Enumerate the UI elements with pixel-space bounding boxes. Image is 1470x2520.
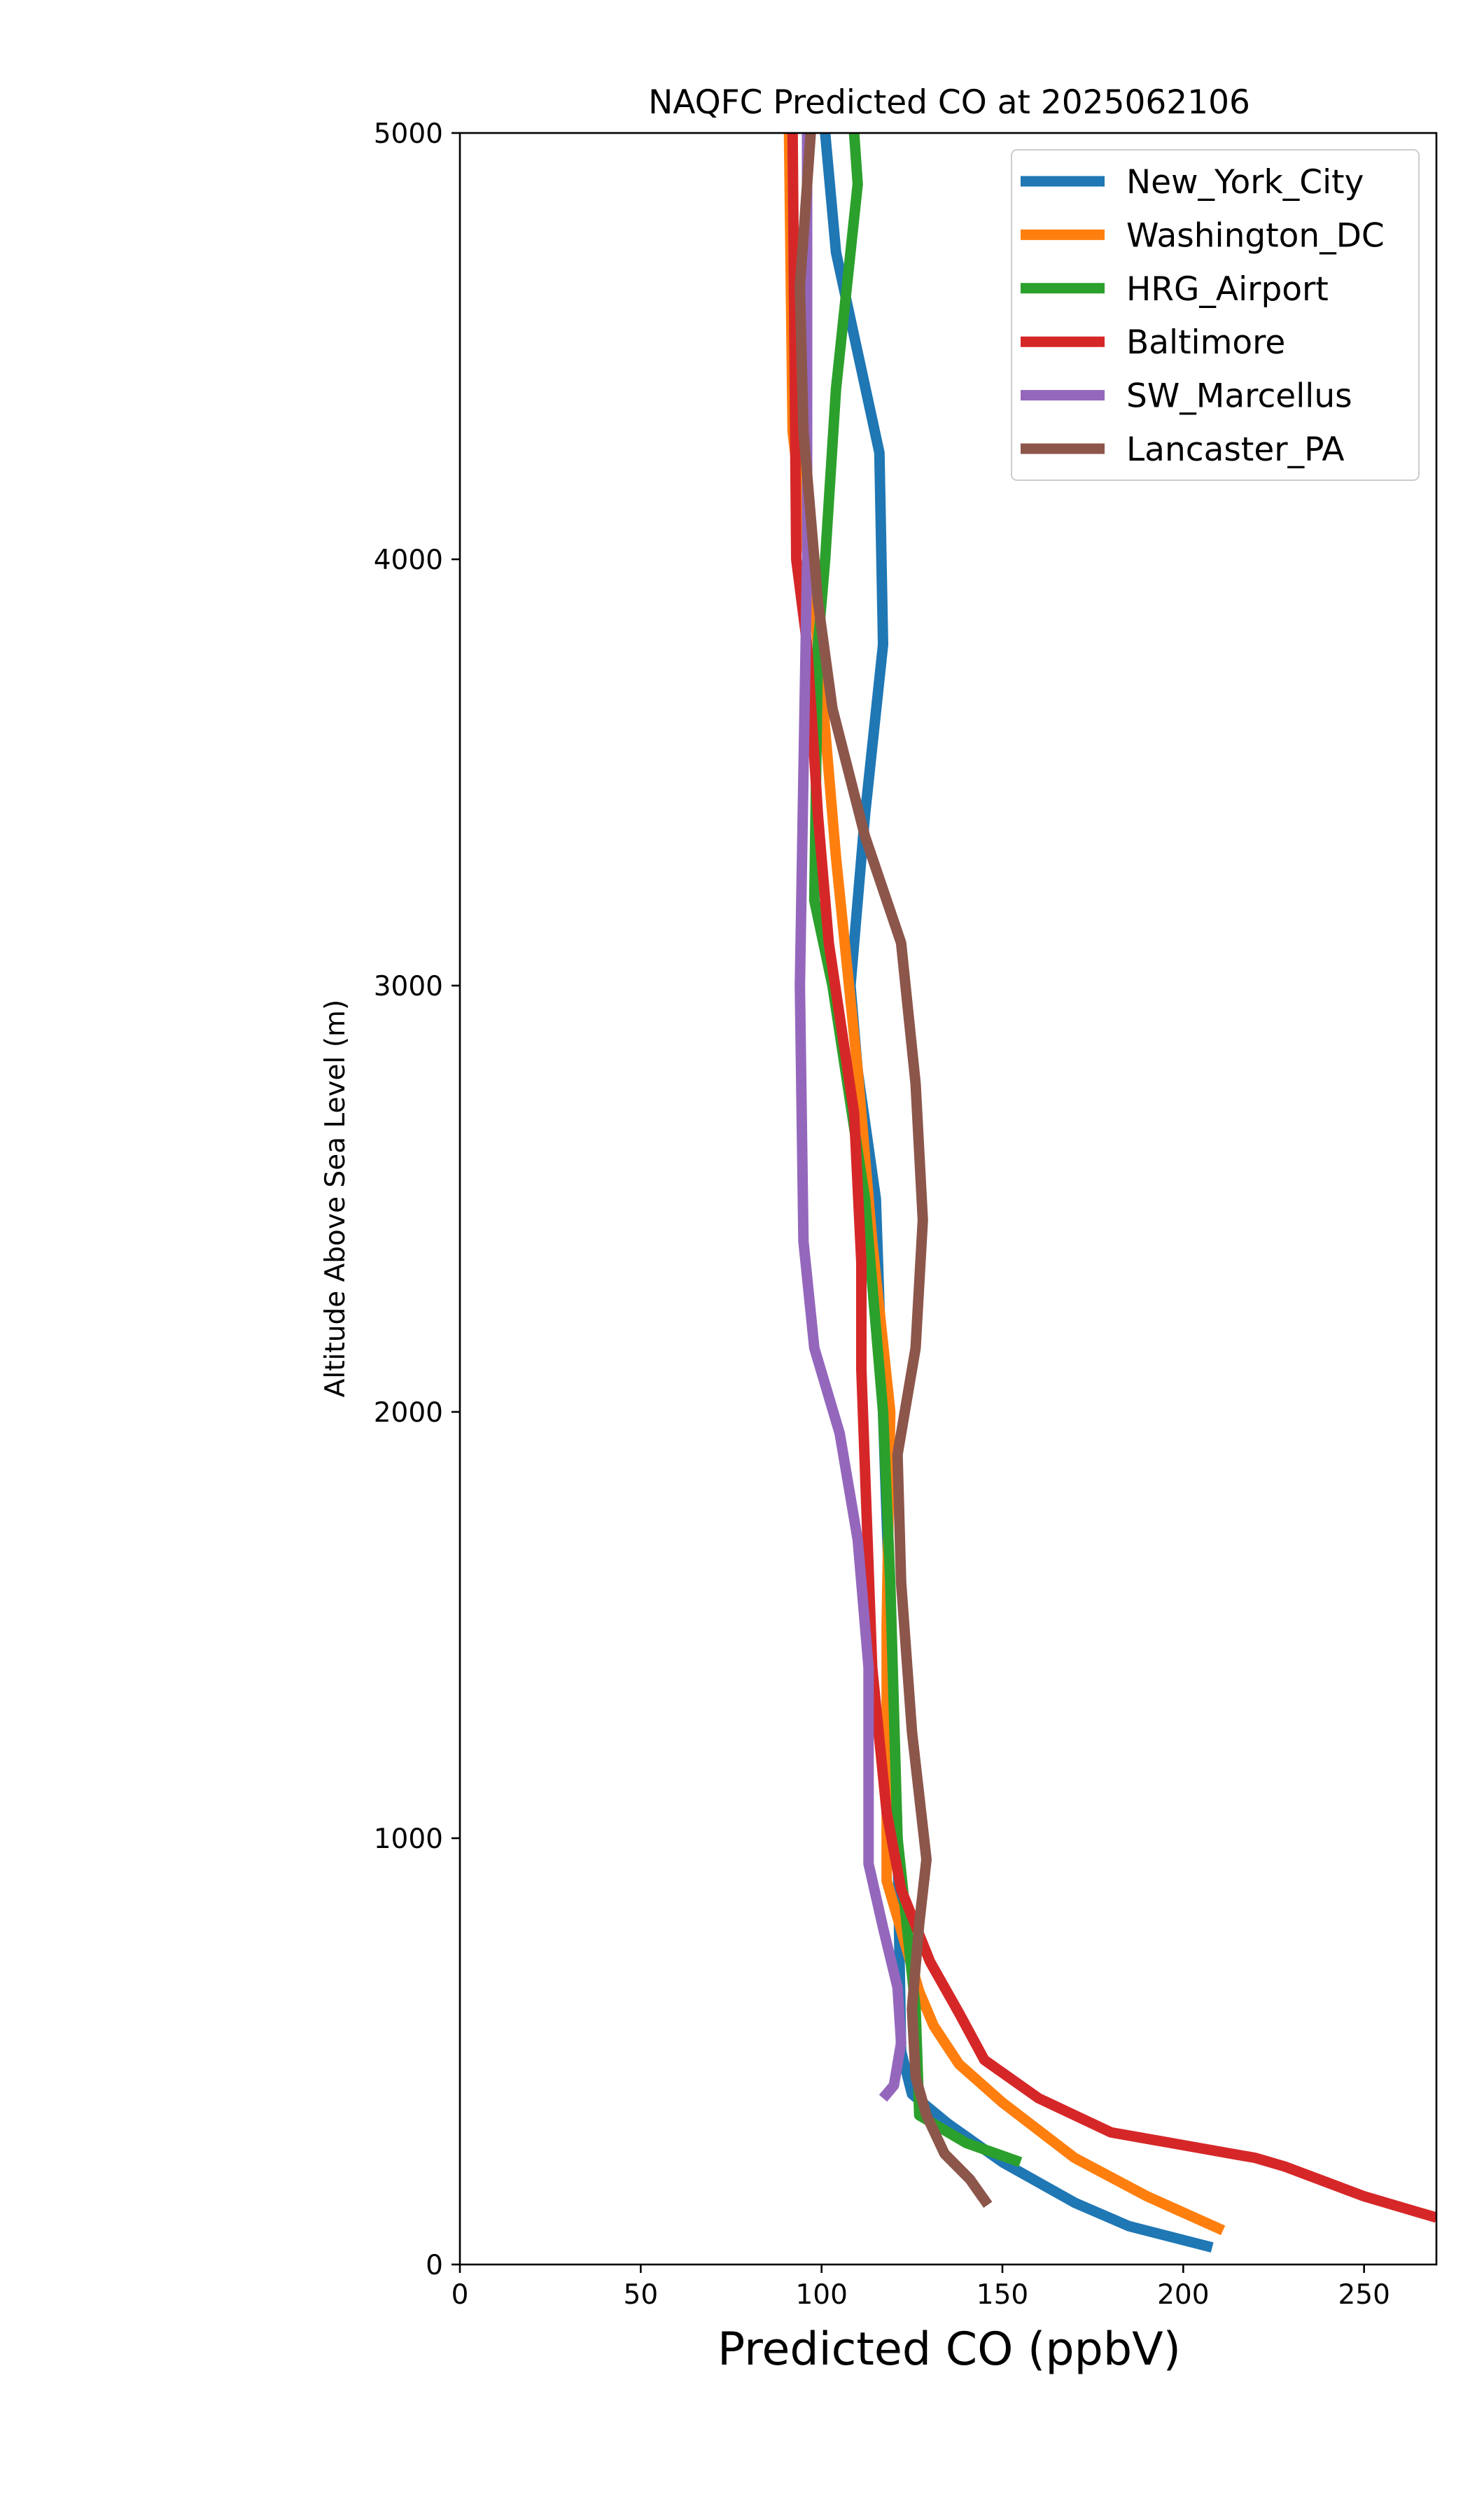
chart-title: NAQFC Predicted CO at 2025062106 bbox=[648, 83, 1250, 122]
series-line-lancaster-pa bbox=[794, 133, 993, 2208]
series-layer bbox=[783, 133, 1436, 2253]
legend-label: HRG_Airport bbox=[1126, 270, 1329, 309]
series-line-sw-marcellus bbox=[794, 133, 906, 2102]
legend-label: SW_Marcellus bbox=[1126, 377, 1352, 416]
x-tick-label: 100 bbox=[795, 2279, 847, 2311]
y-tick-label: 1000 bbox=[374, 1823, 443, 1855]
y-tick-label: 3000 bbox=[374, 971, 443, 1002]
y-tick-label: 2000 bbox=[374, 1397, 443, 1429]
y-axis-label: Altitude Above Sea Level (m) bbox=[320, 1000, 351, 1397]
x-tick-label: 250 bbox=[1338, 2279, 1390, 2311]
legend-label: Washington_DC bbox=[1126, 216, 1385, 255]
y-axis: 0 1000 2000 3000 4000 5000 bbox=[374, 118, 460, 2281]
y-tick-label: 0 bbox=[426, 2250, 443, 2281]
x-axis: 0 50 100 150 200 250 bbox=[451, 2264, 1390, 2311]
y-tick-label: 4000 bbox=[374, 545, 443, 576]
x-tick-label: 0 bbox=[451, 2279, 469, 2311]
x-tick-label: 200 bbox=[1157, 2279, 1209, 2311]
plot-frame bbox=[458, 132, 1438, 2266]
legend-label: Baltimore bbox=[1126, 323, 1285, 362]
legend: New_York_City Washington_DC HRG_Airport Bal… bbox=[1011, 149, 1420, 481]
legend-label: New_York_City bbox=[1126, 163, 1364, 202]
x-tick-label: 150 bbox=[976, 2279, 1028, 2311]
series-line-baltimore bbox=[787, 133, 1436, 2223]
x-tick-label: 50 bbox=[624, 2279, 659, 2311]
series-line-washington-dc bbox=[783, 133, 1226, 2236]
legend-label: Lancaster_PA bbox=[1126, 430, 1345, 469]
legend-box bbox=[1011, 149, 1420, 481]
x-axis-label: Predicted CO (ppbV) bbox=[718, 2323, 1181, 2376]
y-tick-label: 5000 bbox=[374, 118, 443, 150]
